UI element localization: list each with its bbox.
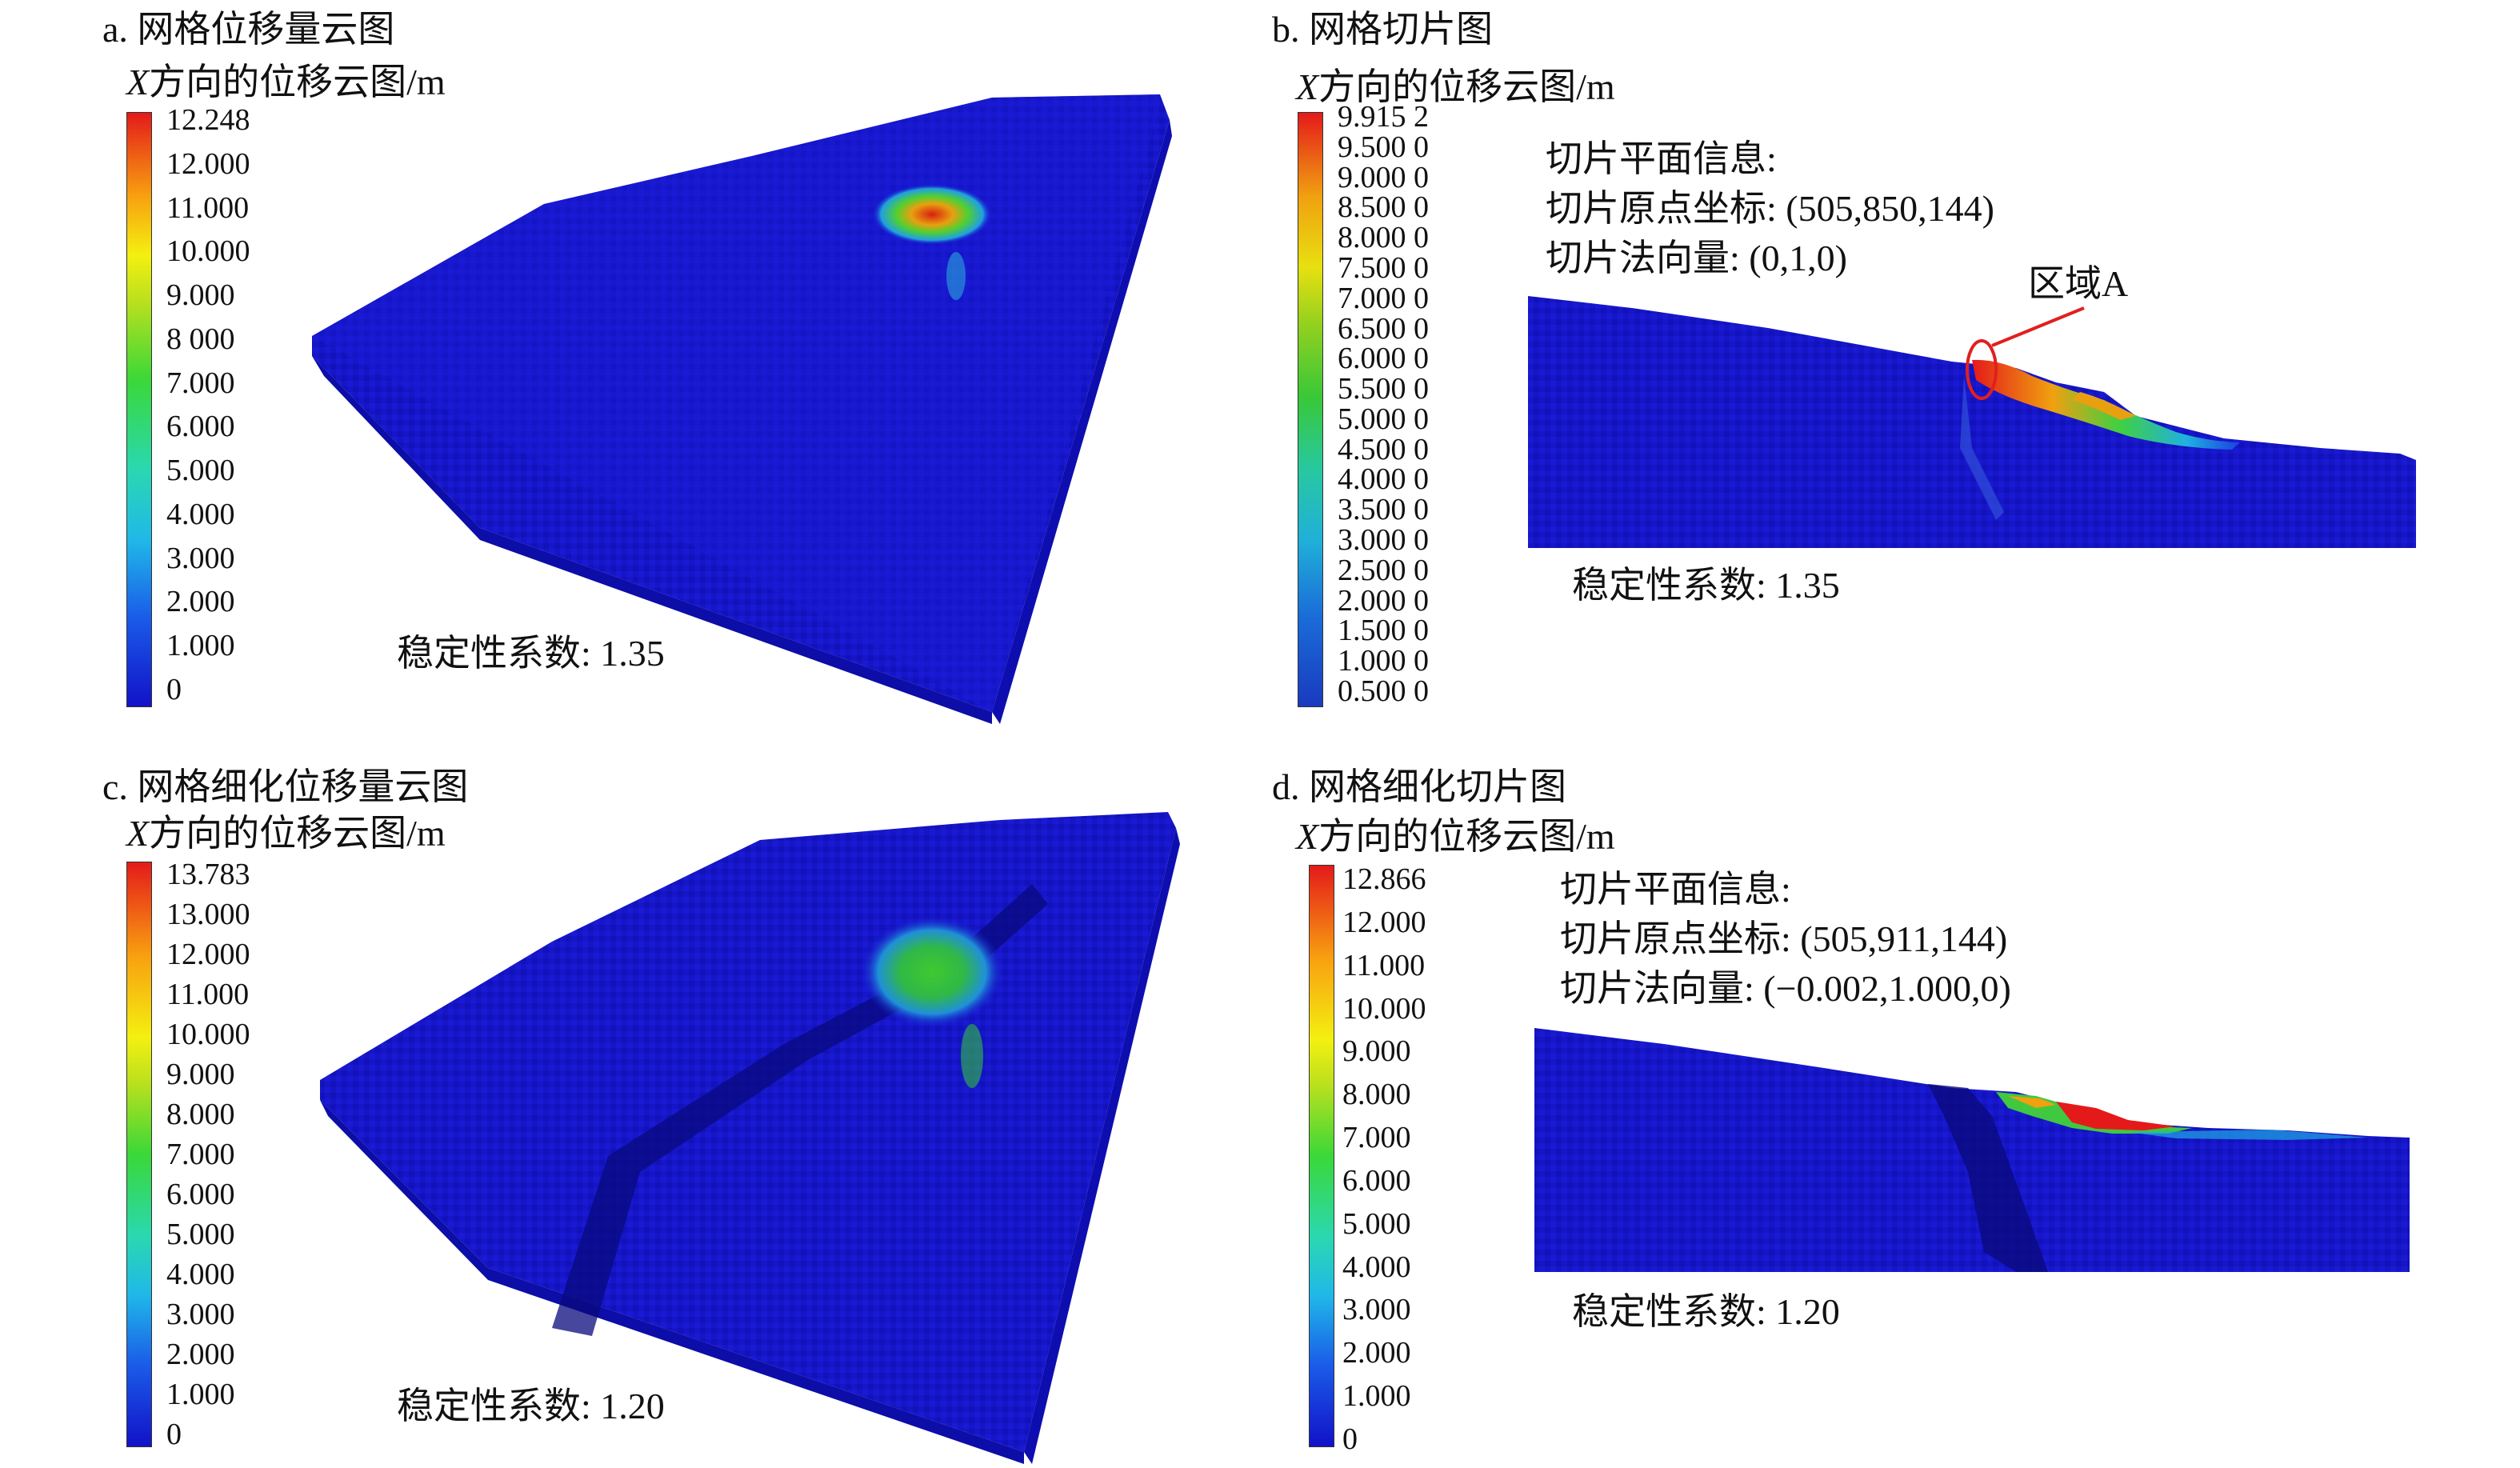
colorbar-title: X方向的位移云图/m <box>1296 816 1615 857</box>
colorbar-tick-label: 6.000 <box>1342 1163 1411 1198</box>
colorbar-tick-label: 9.000 <box>1342 1034 1411 1069</box>
colorbar-tick-label: 3.000 0 <box>1338 523 1429 558</box>
colorbar-tick-label: 9.915 2 <box>1338 100 1429 134</box>
colorbar-tick-label: 12.248 <box>166 103 250 137</box>
colorbar-tick-label: 5.000 <box>166 454 235 488</box>
slice-info-line: 切片法向量: (−0.002,1.000,0) <box>1560 968 2011 1009</box>
colorbar-tick-label: 4.000 <box>166 497 235 531</box>
colorbar-tick-label: 3.000 <box>166 1298 235 1331</box>
colorbar-tick-label: 1.500 0 <box>1338 614 1429 648</box>
panel-c: c. 网格细化位移量云图 X方向的位移云图/m 13.783 13.000 12.0… <box>0 740 1248 1468</box>
colorbar-title: X方向的位移云图/m <box>126 813 446 854</box>
slice-info-line: 切片法向量: (0,1,0) <box>1546 238 1847 278</box>
stability-factor: 稳定性系数: 1.20 <box>397 1386 665 1426</box>
colorbar-tick-label: 0 <box>166 673 182 706</box>
slice-info-line: 切片平面信息: <box>1546 138 1777 179</box>
slice-info: 切片平面信息: 切片原点坐标: (505,850,144) 切片法向量: (0,… <box>1546 134 1994 283</box>
colorbar-tick-label: 9.500 0 <box>1338 130 1429 164</box>
slice-section <box>1528 296 2416 548</box>
colorbar-title: X方向的位移云图/m <box>1296 66 1615 107</box>
colorbar-tick-label: 2.500 0 <box>1338 553 1429 587</box>
colorbar-tick-label: 7.000 <box>166 1138 235 1171</box>
colorbar-tick-label: 7.000 <box>166 366 235 400</box>
panel-title: c. 网格细化位移量云图 <box>102 766 469 807</box>
colorbar-tick-label: 8.500 0 <box>1338 190 1429 225</box>
colorbar-tick-label: 0 <box>166 1418 182 1451</box>
colorbar-tick-label: 11.000 <box>166 190 250 225</box>
colorbar-tick-label: 4.500 0 <box>1338 432 1429 466</box>
colorbar-tick-label: 3.500 0 <box>1338 493 1429 527</box>
colorbar-tick-label: 8.000 <box>1342 1078 1411 1112</box>
colorbar-tick-label: 10.000 <box>166 234 250 269</box>
colorbar-tick-label: 2.000 0 <box>1338 583 1429 618</box>
colorbar-tick-label: 0.500 0 <box>1338 674 1429 708</box>
colorbar-tick-label: 6.500 0 <box>1338 311 1429 346</box>
colorbar-tick-label: 1.000 0 <box>1338 644 1429 678</box>
colorbar-tick-label: 4.000 0 <box>1338 462 1429 497</box>
colorbar-tick-label: 7.000 0 <box>1338 281 1429 315</box>
colorbar-tick-label: 5.000 0 <box>1338 402 1429 436</box>
colorbar-tick-label: 2.000 <box>166 1338 235 1371</box>
panel-title: a. 网格位移量云图 <box>102 9 395 50</box>
colorbar <box>1298 112 1323 707</box>
colorbar-tick-label: 7.000 <box>1342 1121 1411 1155</box>
colorbar-tick-label: 7.500 0 <box>1338 250 1429 285</box>
panel-b: b. 网格切片图 X方向的位移云图/m 9.915 2 9.500 0 9.000 … <box>1248 0 2520 720</box>
colorbar-tick-label: 12.000 <box>1342 905 1426 939</box>
colorbar-tick-label: 2.000 <box>1342 1336 1411 1370</box>
slice-info-line: 切片原点坐标: (505,850,144) <box>1546 188 1994 229</box>
stability-factor: 稳定性系数: 1.35 <box>397 633 665 674</box>
colorbar-title: X方向的位移云图/m <box>126 62 446 102</box>
colorbar-tick-label: 3.000 <box>1342 1293 1411 1327</box>
region-a-label: 区域A <box>2028 263 2129 304</box>
stability-factor: 稳定性系数: 1.35 <box>1572 565 1840 606</box>
panel-title: b. 网格切片图 <box>1272 9 1493 50</box>
colorbar-tick-label: 4.000 <box>166 1258 235 1291</box>
colorbar-tick-label: 8.000 0 <box>1338 221 1429 255</box>
panel-title: d. 网格细化切片图 <box>1272 766 1566 807</box>
colorbar-tick-label: 5.500 0 <box>1338 372 1429 406</box>
colorbar-tick-label: 11.000 <box>1342 948 1426 982</box>
colorbar-tick-label: 9.000 <box>166 1058 235 1091</box>
colorbar-tick-label: 1.000 <box>166 1378 235 1411</box>
displacement-model-3d <box>312 94 1172 724</box>
refined-slice-section <box>1534 1028 2410 1272</box>
colorbar-tick-label: 12.000 <box>166 146 250 181</box>
colorbar-tick-label: 10.000 <box>1342 991 1426 1026</box>
colorbar-tick-label: 11.000 <box>166 978 250 1011</box>
colorbar-tick-label: 9.000 <box>166 278 235 313</box>
colorbar-tick-label: 0 <box>1342 1422 1358 1456</box>
colorbar <box>126 112 152 707</box>
colorbar-tick-label: 6.000 0 <box>1338 342 1429 376</box>
colorbar-tick-label: 8.000 <box>166 1098 235 1131</box>
colorbar-tick-label: 10.000 <box>166 1018 250 1051</box>
colorbar-tick-label: 12.866 <box>1342 862 1426 896</box>
refined-displacement-model-3d <box>320 812 1180 1464</box>
colorbar <box>126 862 152 1447</box>
colorbar-tick-label: 13.783 <box>166 858 250 891</box>
panel-a: a. 网格位移量云图 X方向的位移云图/m 12.248 12.000 11.000… <box>0 0 1248 724</box>
slice-info-line: 切片原点坐标: (505,911,144) <box>1560 918 2008 959</box>
colorbar-tick-label: 2.000 <box>166 585 235 619</box>
panel-d: d. 网格细化切片图 X方向的位移云图/m 12.866 12.000 11.000… <box>1248 740 2520 1468</box>
colorbar <box>1309 865 1334 1447</box>
colorbar-tick-label: 1.000 <box>1342 1379 1411 1414</box>
colorbar-tick-label: 3.000 <box>166 541 235 575</box>
colorbar-tick-label: 5.000 <box>166 1218 235 1251</box>
colorbar-tick-label: 13.000 <box>166 898 250 931</box>
colorbar-tick-label: 5.000 <box>1342 1206 1411 1241</box>
colorbar-tick-label: 6.000 <box>166 410 235 444</box>
colorbar-tick-label: 8 000 <box>166 322 235 356</box>
colorbar-tick-label: 4.000 <box>1342 1250 1411 1284</box>
slice-info: 切片平面信息: 切片原点坐标: (505,911,144) 切片法向量: (−0… <box>1560 865 2011 1014</box>
colorbar-tick-label: 12.000 <box>166 938 250 971</box>
stability-factor: 稳定性系数: 1.20 <box>1572 1291 1840 1332</box>
colorbar-tick-label: 6.000 <box>166 1178 235 1211</box>
colorbar-tick-label: 1.000 <box>166 629 235 663</box>
slice-info-line: 切片平面信息: <box>1560 869 1791 910</box>
colorbar-tick-label: 9.000 0 <box>1338 160 1429 194</box>
